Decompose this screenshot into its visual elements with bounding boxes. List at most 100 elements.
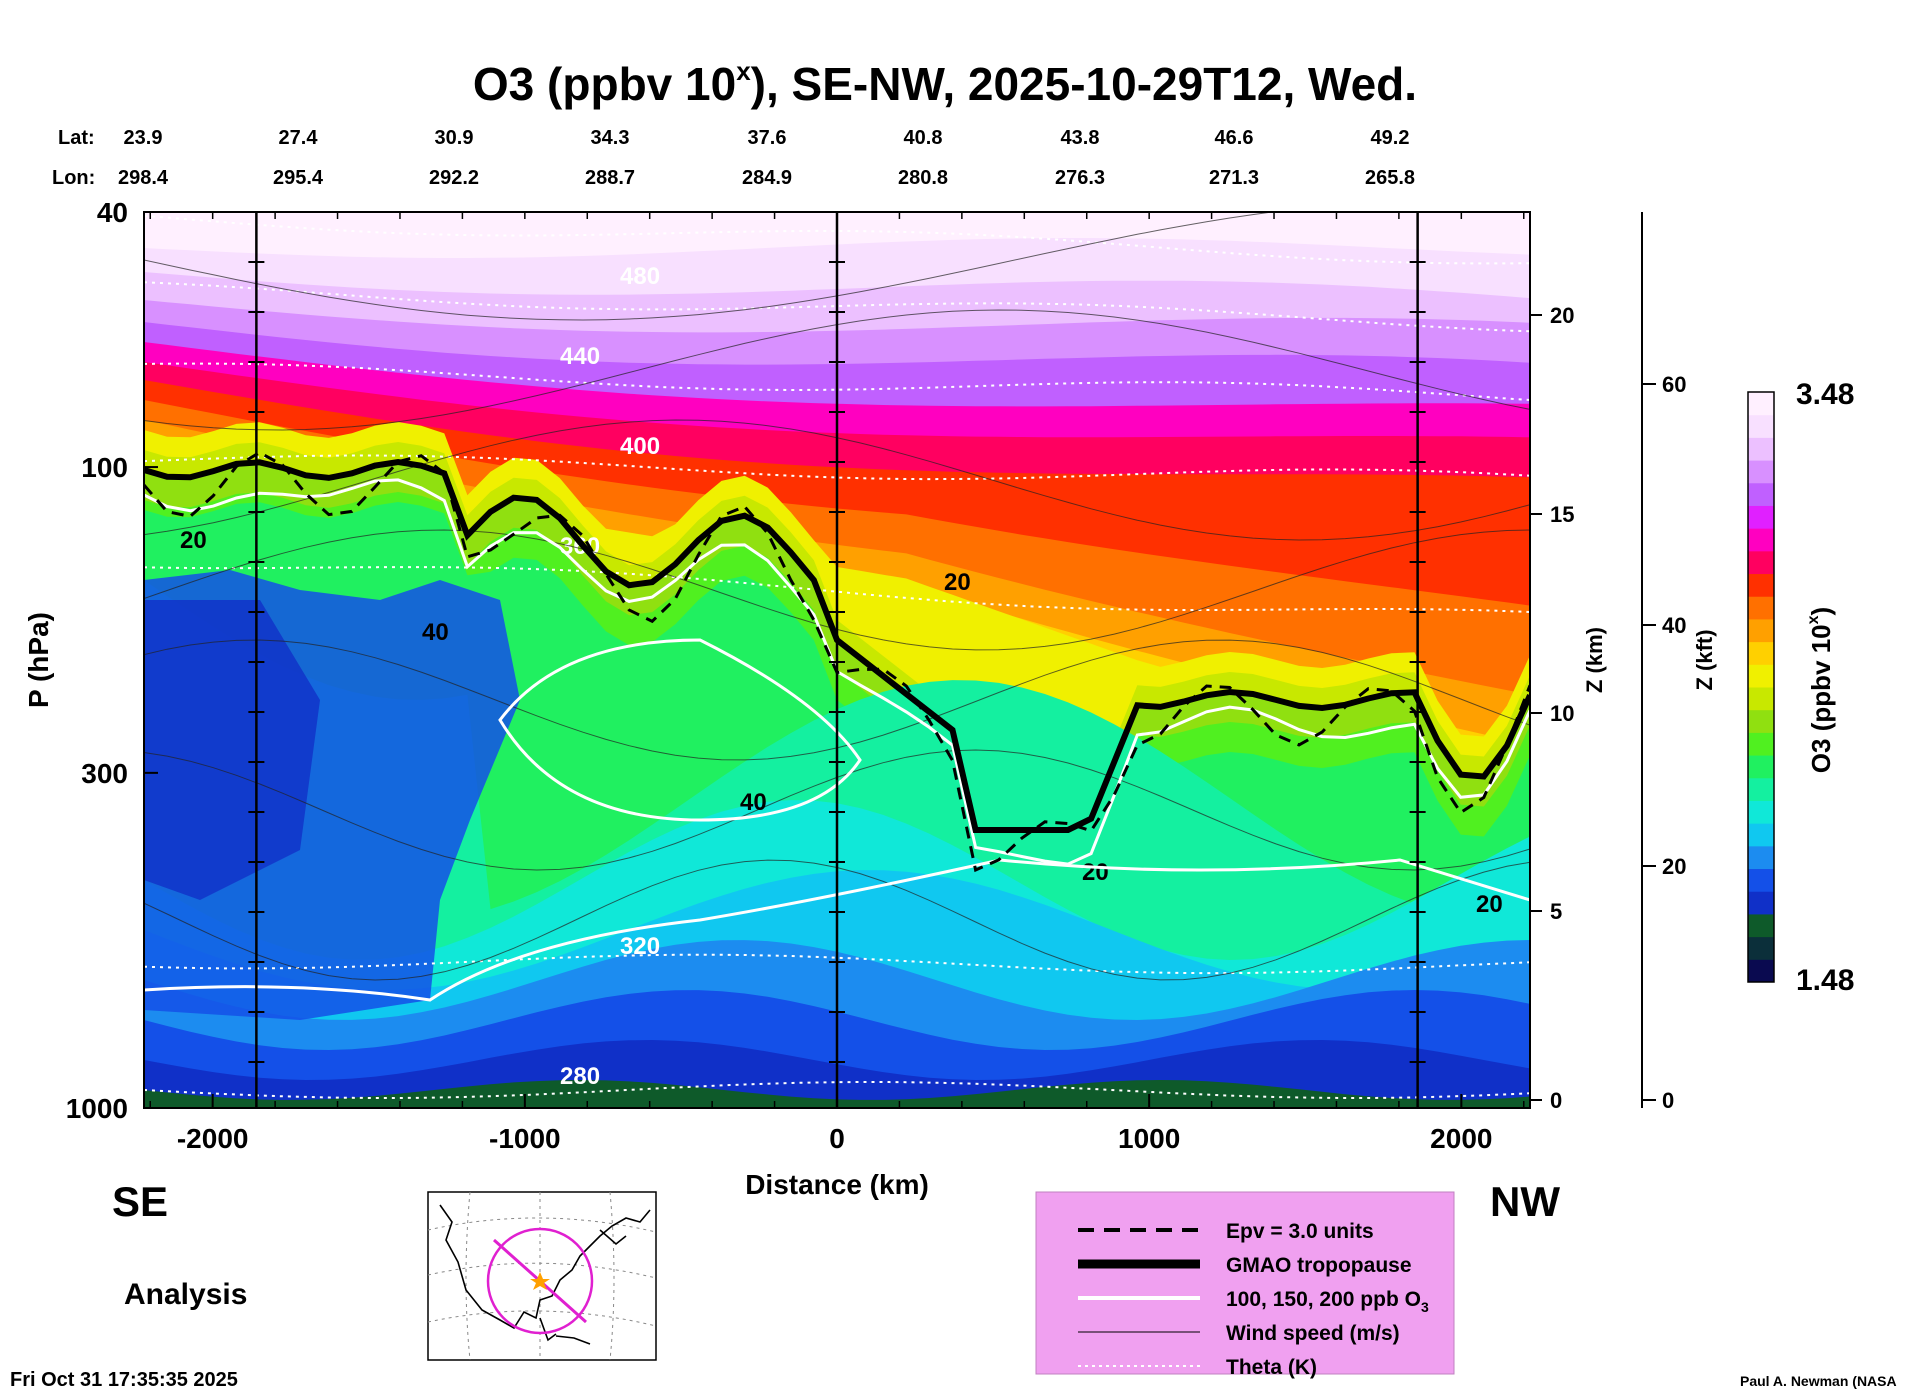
colorbar-swatch-22 [1748,460,1774,484]
colorbar-title-end: ) [1806,607,1836,616]
colorbar-swatch-16 [1748,596,1774,620]
colorbar-swatch-7 [1748,800,1774,824]
lon-value-2: 292.2 [429,167,479,189]
colorbar-swatch-9 [1748,755,1774,779]
x-tick-label-3: 1000 [1118,1123,1180,1154]
colorbar-swatch-12 [1748,687,1774,711]
legend-label-3: Wind speed (m/s) [1226,1322,1400,1345]
theta-label-280: 280 [560,1063,600,1090]
inset-map [427,1191,657,1361]
direction-se: SE [112,1178,168,1225]
colorbar-swatch-4 [1748,868,1774,892]
colorbar-swatch-13 [1748,664,1774,688]
lon-value-7: 271.3 [1209,167,1259,189]
colorbar-swatch-11 [1748,709,1774,733]
colorbar-swatch-19 [1748,528,1774,552]
x-tick-label-2: 0 [829,1123,845,1154]
y-tick-label-1: 100 [81,452,128,483]
wind-label-1: 40 [422,619,449,646]
colorbar-swatch-6 [1748,823,1774,847]
wind-label-5: 20 [1476,891,1503,918]
lat-value-8: 49.2 [1371,127,1410,149]
wind-label-0: 20 [180,527,207,554]
theta-label-520: 520 [560,191,600,218]
z-km-axis-label: Z (km) [1582,627,1607,693]
colorbar-swatch-23 [1748,437,1774,461]
lat-value-0: 23.9 [124,127,163,149]
x-tick-label-1: -1000 [489,1123,561,1154]
z-km-tick-label-2: 10 [1550,701,1574,726]
timestamp: Fri Oct 31 17:35:35 2025 [10,1369,238,1391]
colorbar-title-main: O3 (ppbv 10 [1806,624,1836,773]
inset-range-circle [486,1227,594,1335]
lon-value-1: 295.4 [273,167,324,189]
colorbar-min-label: 1.48 [1796,964,1854,997]
colorbar [1747,391,1775,983]
lon-value-4: 284.9 [742,167,792,189]
theta-label-480: 480 [620,263,660,290]
legend-label-4: Theta (K) [1226,1356,1317,1379]
colorbar-swatch-25 [1748,392,1774,416]
lon-value-3: 288.7 [585,167,635,189]
ozone-band-21 [144,1080,1530,1108]
colorbar-swatch-24 [1748,414,1774,438]
low-ozone-core [144,600,320,900]
legend-label-0: Epv = 3.0 units [1226,1220,1374,1243]
vertical-markers [248,212,1426,1108]
colorbar-swatch-3 [1748,891,1774,915]
wind-label-2: 40 [740,789,767,816]
z-kft-tick-label-3: 0 [1662,1088,1674,1113]
legend-label-1: GMAO tropopause [1226,1254,1412,1277]
y-tick-label-2: 300 [81,758,128,789]
title-sup: x [736,56,751,86]
colorbar-swatch-15 [1748,618,1774,643]
z-km-tick-label-3: 5 [1550,899,1562,924]
lon-label: Lon: [52,167,95,189]
wind-label-3: 20 [944,569,971,596]
colorbar-swatch-0 [1748,959,1774,983]
lon-value-0: 298.4 [118,167,169,189]
lat-lon-row: 23.9 27.4 30.9 34.3 37.6 40.8 43.8 46.6 49.2 298.… [118,127,1415,189]
y-tick-label-0: 40 [97,197,128,228]
colorbar-swatch-10 [1748,732,1774,756]
colorbar-swatch-18 [1748,550,1774,575]
colorbar-swatch-21 [1748,482,1774,506]
z-kft-tick-label-1: 40 [1662,613,1686,638]
colorbar-max-label: 3.48 [1796,378,1854,411]
lat-label: Lat: [58,127,95,149]
z-kft-tick-label-2: 20 [1662,854,1686,879]
colorbar-title-sup: x [1805,615,1822,624]
legend: Epv = 3.0 units GMAO tropopause 100, 150, … [1078,1220,1429,1379]
axes: -2000 -1000 0 1000 2000 40 100 300 1000 20 15 10 5 0 6… [66,197,1687,1154]
x-tick-label-0: -2000 [177,1123,249,1154]
z-km-tick-label-1: 15 [1550,502,1574,527]
colorbar-swatch-2 [1748,913,1774,938]
analysis-label: Analysis [124,1278,247,1311]
colorbar-swatch-14 [1748,641,1774,665]
colorbar-frame [1747,391,1775,983]
title-main: O3 (ppbv 10 [473,58,736,110]
theta-label-400: 400 [620,433,660,460]
colorbar-swatch-1 [1748,936,1774,960]
z-kft-axis-label: Z (kft) [1692,629,1717,690]
inset-center-star [530,1272,550,1290]
colorbar-swatch-5 [1748,845,1774,870]
colorbar-title: O3 (ppbv 10x) [1805,607,1836,773]
lon-value-8: 265.8 [1365,167,1415,189]
lat-value-6: 43.8 [1061,127,1100,149]
lon-value-6: 276.3 [1055,167,1105,189]
credit: Paul A. Newman (NASA [1740,1373,1897,1389]
chart-title: O3 (ppbv 10x), SE-NW, 2025-10-29T12, Wed… [473,56,1417,110]
colorbar-swatch-17 [1748,573,1774,597]
ozone-contour-lower [144,858,1530,1002]
z-km-tick-label-0: 20 [1550,303,1574,328]
colorbar-swatch-8 [1748,777,1774,801]
theta-label-320: 320 [620,933,660,960]
theta-label-440: 440 [560,343,600,370]
x-axis-label: Distance (km) [745,1169,929,1200]
z-km-tick-label-4: 0 [1550,1088,1562,1113]
z-kft-tick-label-0: 60 [1662,372,1686,397]
ozone-contour-cell [498,638,862,822]
